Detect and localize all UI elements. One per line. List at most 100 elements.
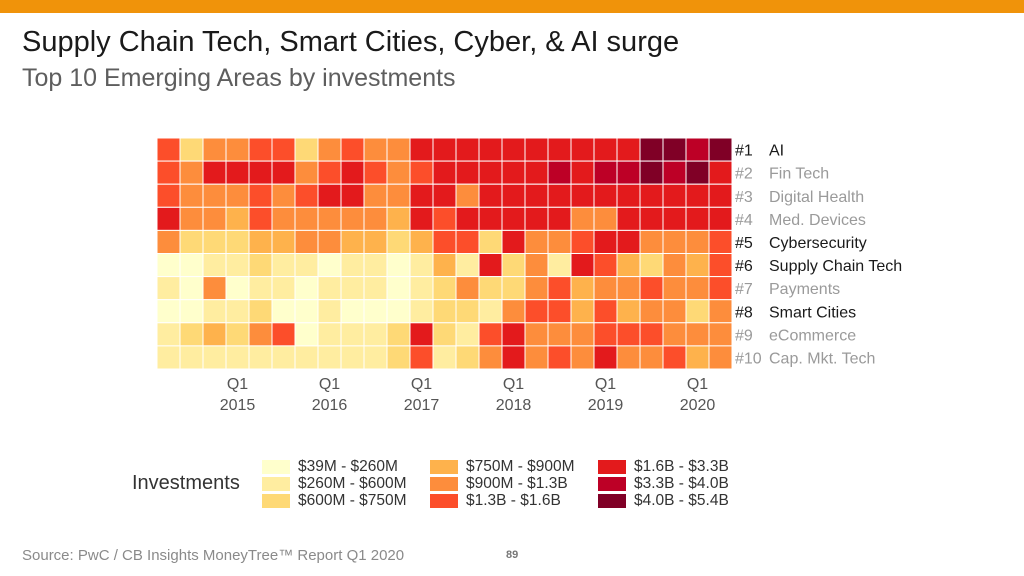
heatmap-cell (524, 206, 549, 231)
x-tick-label: Q1 (319, 376, 340, 393)
heatmap-cell (685, 253, 710, 278)
legend-item: $600M - $750M (262, 492, 407, 510)
heatmap-cell (685, 206, 710, 231)
heatmap-cell (294, 276, 319, 301)
heatmap-cell (593, 299, 618, 324)
heatmap-cell (432, 299, 457, 324)
row-rank-label: #7 (735, 281, 753, 298)
heatmap-cell (455, 253, 480, 278)
heatmap-cell (501, 229, 526, 254)
heatmap-cell (685, 229, 710, 254)
heatmap-cell (593, 229, 618, 254)
heatmap-cell (271, 206, 296, 231)
heatmap-cell (455, 183, 480, 208)
heatmap-cell (685, 276, 710, 301)
heatmap-cell (409, 229, 434, 254)
row-name-label: Med. Devices (769, 212, 866, 229)
heatmap-cell (225, 253, 250, 278)
heatmap-cell (432, 183, 457, 208)
legend-swatch (430, 494, 458, 508)
legend-item: $260M - $600M (262, 475, 407, 493)
heatmap-cell (524, 160, 549, 185)
legend-label: $600M - $750M (298, 492, 407, 509)
heatmap-cell (156, 160, 181, 185)
legend-swatch (430, 460, 458, 474)
heatmap-cell (225, 206, 250, 231)
heatmap-cell (179, 253, 204, 278)
legend-item: $750M - $900M (430, 458, 575, 476)
heatmap-cell (455, 276, 480, 301)
heatmap-chart: #1 AI #2 Fin Tech #3 Digital Health #4 Med. Dev… (156, 137, 902, 414)
heatmap-cell (202, 160, 227, 185)
heatmap-cell (708, 160, 733, 185)
heatmap-cell (225, 299, 250, 324)
heatmap-cell (386, 299, 411, 324)
heatmap-cell (501, 322, 526, 347)
heatmap-cell (317, 299, 342, 324)
legend-item: $900M - $1.3B (430, 475, 568, 493)
heatmap-cell (501, 183, 526, 208)
heatmap-cell (524, 137, 549, 162)
heatmap-cell (593, 322, 618, 347)
heatmap-cell (340, 137, 365, 162)
heatmap-cell (156, 137, 181, 162)
heatmap-cell (432, 322, 457, 347)
heatmap-cell (363, 229, 388, 254)
heatmap-cell (662, 206, 687, 231)
heatmap-cell (501, 206, 526, 231)
x-tick-label: Q1 (503, 376, 524, 393)
legend-item: $39M - $260M (262, 458, 398, 476)
heatmap-cell (685, 137, 710, 162)
heatmap-cell (570, 206, 595, 231)
heatmap-cell (524, 276, 549, 301)
heatmap-cell (363, 160, 388, 185)
heatmap-cell (501, 299, 526, 324)
heatmap-cell (570, 253, 595, 278)
heatmap-cell (685, 299, 710, 324)
heatmap-cell (294, 183, 319, 208)
heatmap-cell (363, 183, 388, 208)
heatmap-cell (340, 345, 365, 370)
heatmap-cell (662, 183, 687, 208)
heatmap-cell (409, 299, 434, 324)
heatmap-cell (386, 137, 411, 162)
heatmap-cell (547, 322, 572, 347)
legend-label: $750M - $900M (466, 458, 575, 475)
heatmap-cell (547, 345, 572, 370)
legend-label: $4.0B - $5.4B (634, 492, 729, 509)
heatmap-cell (616, 276, 641, 301)
heatmap-cell (340, 183, 365, 208)
heatmap-cell (708, 253, 733, 278)
legend-title: Investments (132, 472, 240, 494)
heatmap-cell (363, 299, 388, 324)
heatmap-cell (524, 183, 549, 208)
row-rank-label: #5 (735, 235, 753, 252)
heatmap-cell (501, 160, 526, 185)
x-tick-label: 2019 (588, 397, 624, 414)
heatmap-cell (478, 322, 503, 347)
heatmap-cell (248, 229, 273, 254)
heatmap-cell (708, 276, 733, 301)
legend-swatch (598, 494, 626, 508)
heatmap-cell (639, 160, 664, 185)
heatmap-cell (501, 253, 526, 278)
heatmap-cell (202, 345, 227, 370)
heatmap-cell (455, 137, 480, 162)
heatmap-cell (294, 137, 319, 162)
heatmap-cell (409, 322, 434, 347)
heatmap-cell (478, 299, 503, 324)
heatmap-cell (685, 183, 710, 208)
heatmap-cell (248, 299, 273, 324)
heatmap-cell (593, 276, 618, 301)
heatmap-cell (708, 229, 733, 254)
heatmap-cell (639, 345, 664, 370)
legend-swatch (430, 477, 458, 491)
heatmap-cell (593, 183, 618, 208)
heatmap-cell (409, 137, 434, 162)
heatmap-cell (271, 253, 296, 278)
heatmap-cell (455, 160, 480, 185)
heatmap-cell (478, 206, 503, 231)
heatmap-cell (363, 206, 388, 231)
legend-swatch (262, 460, 290, 474)
heatmap-cell (708, 137, 733, 162)
